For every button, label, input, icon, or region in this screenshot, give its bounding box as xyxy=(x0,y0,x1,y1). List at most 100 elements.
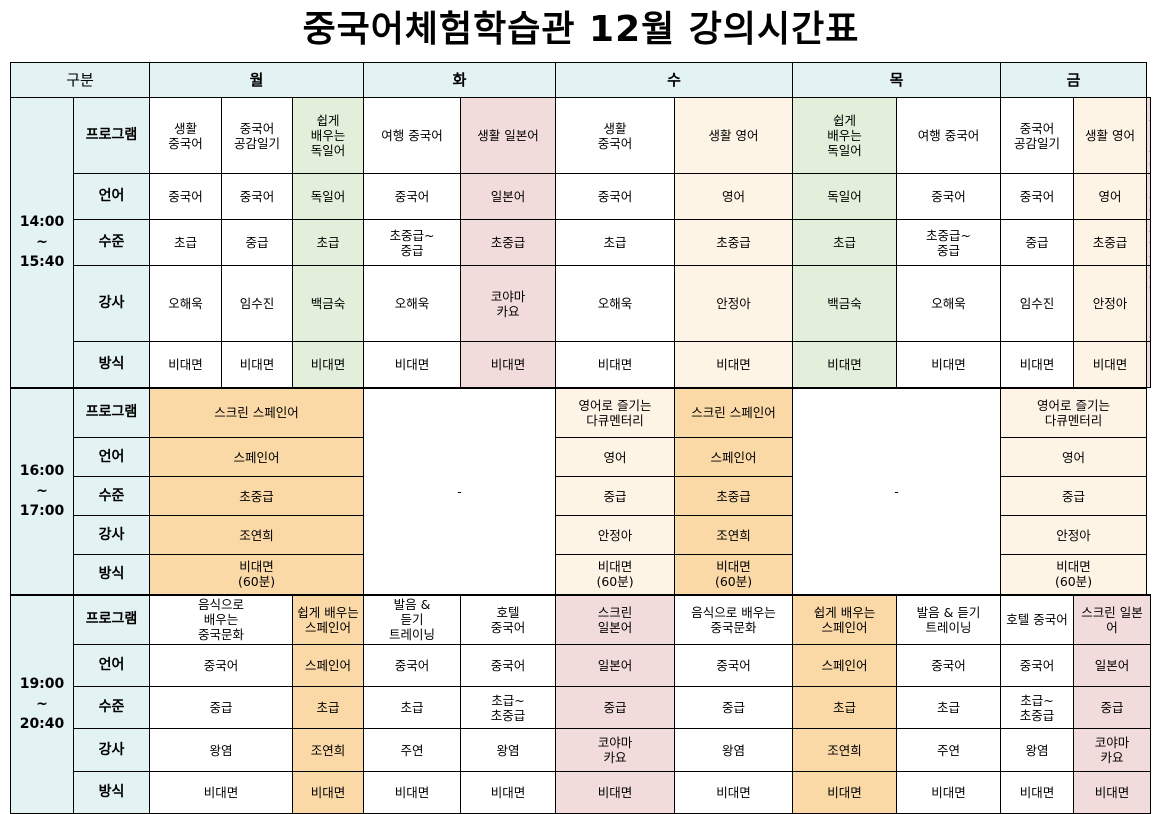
class-cell: 초급 xyxy=(792,219,898,266)
class-cell: 중급 xyxy=(674,686,794,729)
class-cell: 비대면 xyxy=(149,771,294,814)
class-cell: 초중급~ 중급 xyxy=(363,219,462,266)
class-cell: 비대면 xyxy=(555,341,676,388)
block1-method-row: 방식 비대면 비대면 비대면 비대면 비대면 비대면 비대면 비대면 비대면 비… xyxy=(11,341,1151,388)
class-cell: 중국어 xyxy=(149,173,223,220)
block1-language-row: 언어 중국어 중국어 독일어 중국어 일본어 중국어 영어 독일어 중국어 중국… xyxy=(11,173,1151,220)
class-cell: 조연희 xyxy=(792,728,898,772)
class-cell: 코야마 카요 xyxy=(1146,265,1151,342)
row-label-program: 프로그램 xyxy=(72,386,151,438)
class-cell: 안정아 xyxy=(1000,515,1148,555)
class-cell: 오해욱 xyxy=(896,265,1002,342)
class-cell: 영어 xyxy=(1073,173,1148,220)
class-cell: 백금숙 xyxy=(292,265,365,342)
class-cell: 비대면 xyxy=(1000,771,1075,814)
class-cell: 주연 xyxy=(896,728,1002,772)
class-cell: 중국어 xyxy=(460,644,557,687)
class-cell: 왕염 xyxy=(460,728,557,772)
class-cell: 쉽게 배우는 스페인어 xyxy=(292,593,365,645)
class-cell: 초급 xyxy=(555,219,676,266)
class-cell: 중국어 xyxy=(896,644,1002,687)
class-cell: 일본어 xyxy=(460,173,557,220)
block1-teacher-row: 강사 오해욱 임수진 백금숙 오해욱 코야마 카요 오해욱 안정아 백금숙 오해… xyxy=(11,265,1151,342)
class-cell: 비대면 xyxy=(896,341,1002,388)
class-cell: 비대면 xyxy=(1073,771,1151,814)
time-slot-2: 16:00 ~ 17:00 xyxy=(10,386,74,595)
class-cell: 비대면 xyxy=(292,771,365,814)
class-cell: 생활 일본어 xyxy=(1146,97,1151,174)
class-cell: 스크린 스페인어 xyxy=(674,386,794,438)
class-cell: 초급 xyxy=(292,219,365,266)
class-cell: 중국어 공감일기 xyxy=(1000,97,1075,174)
class-cell: 독일어 xyxy=(292,173,365,220)
day-header-mon: 월 xyxy=(149,62,365,98)
class-cell: 독일어 xyxy=(792,173,898,220)
class-cell: 중급 xyxy=(555,476,676,516)
class-cell: 스크린 스페인어 xyxy=(149,386,365,438)
class-cell: 초중급 xyxy=(149,476,365,516)
block3-level-row: 수준 중급 초급 초급 초급~ 초중급 중급 중급 초급 초급 초급~ 초중급 … xyxy=(11,686,1151,729)
class-cell: 중국어 공감일기 xyxy=(221,97,294,174)
class-cell: 중국어 xyxy=(363,173,462,220)
class-cell: 스크린 일본어 xyxy=(555,593,676,645)
class-cell: 중국어 xyxy=(363,644,462,687)
class-cell: 초중급~ 중급 xyxy=(896,219,1002,266)
class-cell: 중국어 xyxy=(674,644,794,687)
row-label-teacher: 강사 xyxy=(72,728,151,772)
class-cell: 스페인어 xyxy=(292,644,365,687)
block2-method-row: 방식 비대면 (60분) 비대면 (60분) 비대면 (60분) 비대면 (60… xyxy=(11,554,1151,595)
block2-level-row: 수준 초중급 중급 초중급 중급 xyxy=(11,476,1151,516)
row-label-language: 언어 xyxy=(72,173,151,220)
class-cell: 일본어 xyxy=(555,644,676,687)
class-cell: 초급 xyxy=(363,686,462,729)
row-label-level: 수준 xyxy=(72,219,151,266)
class-cell: 쉽게 배우는 스페인어 xyxy=(792,593,898,645)
class-cell: 영어로 즐기는 다큐멘터리 xyxy=(555,386,676,438)
row-label-teacher: 강사 xyxy=(72,265,151,342)
row-label-method: 방식 xyxy=(72,341,151,388)
class-cell: 호텔 중국어 xyxy=(1000,593,1075,645)
page-title: 중국어체험학습관 12월 강의시간표 xyxy=(302,9,860,50)
class-cell: 중급 xyxy=(221,219,294,266)
class-cell: 비대면 xyxy=(221,341,294,388)
class-cell: 중국어 xyxy=(1000,644,1075,687)
class-cell: 초급 xyxy=(896,686,1002,729)
class-cell: 임수진 xyxy=(221,265,294,342)
class-cell: 비대면 xyxy=(1146,341,1151,388)
class-cell: 비대면 (60분) xyxy=(1000,554,1148,595)
class-cell: 생활 영어 xyxy=(1073,97,1148,174)
block3-language-row: 언어 중국어 스페인어 중국어 중국어 일본어 중국어 스페인어 중국어 중국어… xyxy=(11,644,1151,687)
class-cell: 조연희 xyxy=(674,515,794,555)
class-cell: 생활 일본어 xyxy=(460,97,557,174)
class-cell: 생활 영어 xyxy=(674,97,794,174)
row-label-program: 프로그램 xyxy=(72,97,151,174)
day-header-wed: 수 xyxy=(555,62,794,98)
empty-cell-thu: - xyxy=(792,386,1002,595)
class-cell: 중국어 xyxy=(221,173,294,220)
class-cell: 발음 & 듣기 트레이닝 xyxy=(896,593,1002,645)
block3-teacher-row: 강사 왕염 조연희 주연 왕염 코야마 카요 왕염 조연희 주연 왕염 코야마 … xyxy=(11,728,1151,772)
class-cell: 중급 xyxy=(1000,219,1075,266)
row-label-level: 수준 xyxy=(72,686,151,729)
day-header-tue: 화 xyxy=(363,62,557,98)
class-cell: 생활 중국어 xyxy=(555,97,676,174)
class-cell: 여행 중국어 xyxy=(896,97,1002,174)
class-cell: 왕염 xyxy=(674,728,794,772)
class-cell: 코야마 카요 xyxy=(1073,728,1151,772)
header-gubun: 구분 xyxy=(9,62,151,98)
class-cell: 안정아 xyxy=(1073,265,1148,342)
class-cell: 비대면 xyxy=(674,771,794,814)
row-label-level: 수준 xyxy=(72,476,151,516)
class-cell: 주연 xyxy=(363,728,462,772)
row-label-language: 언어 xyxy=(72,437,151,477)
class-cell: 오해욱 xyxy=(363,265,462,342)
class-cell: 음식으로 배우는 중국문화 xyxy=(674,593,794,645)
class-cell: 비대면 xyxy=(792,341,898,388)
class-cell: 중급 xyxy=(1073,686,1151,729)
class-cell: 호텔 중국어 xyxy=(460,593,557,645)
time-slot-3: 19:00 ~ 20:40 xyxy=(10,593,74,814)
class-cell: 비대면 xyxy=(555,771,676,814)
class-cell: 비대면 xyxy=(896,771,1002,814)
class-cell: 왕염 xyxy=(1000,728,1075,772)
class-cell: 중급 xyxy=(555,686,676,729)
